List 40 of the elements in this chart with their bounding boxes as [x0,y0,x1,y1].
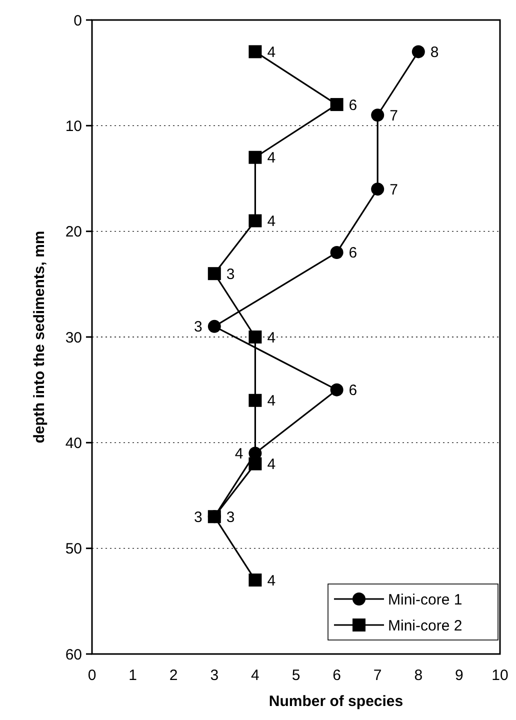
data-label: 3 [226,508,235,526]
x-tick-label: 0 [88,667,96,684]
y-tick-label: 50 [65,540,82,558]
data-label: 7 [390,181,398,198]
x-tick-label: 8 [414,667,423,684]
data-label: 3 [226,266,235,283]
data-label: 3 [194,508,202,526]
y-tick-label: 10 [65,118,82,135]
data-label: 4 [267,213,276,230]
x-tick-label: 10 [492,667,508,684]
x-tick-label: 9 [455,667,464,684]
y-tick-label: 20 [65,224,82,241]
data-label: 3 [194,318,202,336]
y-tick-label: 0 [74,12,82,30]
y-tick-label: 60 [65,646,82,664]
x-tick-label: 2 [169,667,178,684]
y-tick-label: 30 [65,329,82,346]
data-label: 8 [430,44,439,61]
data-label: 6 [348,96,358,114]
data-label: 4 [267,572,276,590]
x-tick-label: 3 [210,667,219,684]
x-tick-label: 7 [373,667,382,684]
x-tick-label: 1 [128,667,137,684]
data-label: 6 [348,244,358,262]
x-tick-label: 5 [292,667,300,684]
data-label: 7 [390,107,398,124]
data-label: 4 [267,44,276,61]
data-label: 4 [267,456,276,474]
y-tick-label: 40 [65,434,82,452]
data-label: 4 [234,445,244,462]
legend-label: Mini-core 2 [388,617,462,634]
y-axis-title: depth into the sediments, mm [31,230,48,444]
x-axis-title: Number of species [268,693,404,710]
x-tick-label: 4 [251,667,260,684]
data-label: 4 [267,150,276,167]
data-label: 4 [267,392,276,410]
data-label: 6 [348,382,358,400]
legend-label: Mini-core 1 [388,591,462,608]
x-tick-label: 6 [332,667,341,684]
data-label: 4 [267,329,276,346]
